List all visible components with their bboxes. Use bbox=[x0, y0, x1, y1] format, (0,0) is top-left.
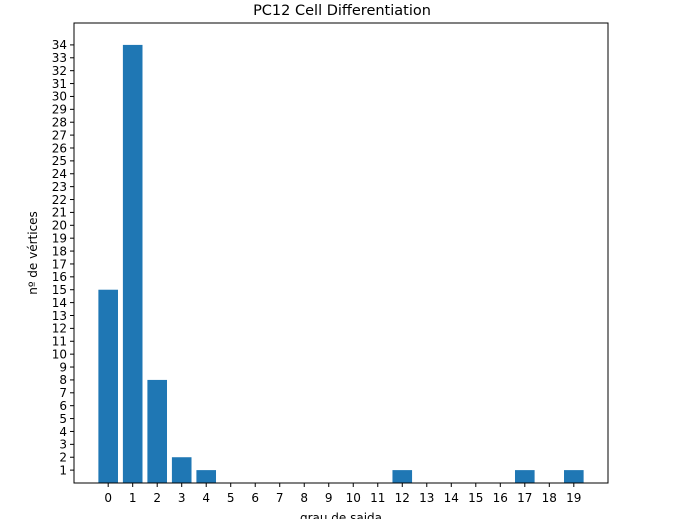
y-tick-label: 12 bbox=[52, 322, 67, 336]
y-tick-label: 5 bbox=[59, 412, 67, 426]
y-tick-label: 24 bbox=[52, 167, 67, 181]
y-tick-label: 30 bbox=[52, 90, 67, 104]
y-tick-label: 7 bbox=[59, 386, 67, 400]
x-tick-label: 0 bbox=[104, 491, 112, 505]
y-tick-label: 23 bbox=[52, 180, 67, 194]
y-tick-label: 9 bbox=[59, 360, 67, 374]
y-axis-ticks: 1234567891011121314151617181920212223242… bbox=[52, 38, 74, 477]
bar-3 bbox=[171, 457, 192, 483]
y-tick-label: 4 bbox=[59, 425, 67, 439]
bar-4 bbox=[196, 470, 217, 483]
x-tick-label: 8 bbox=[300, 491, 308, 505]
y-axis-title: nº de vértices bbox=[26, 211, 40, 295]
x-tick-label: 3 bbox=[178, 491, 186, 505]
bar-19 bbox=[564, 470, 584, 483]
x-tick-label: 5 bbox=[227, 491, 235, 505]
bar-1 bbox=[122, 44, 143, 484]
bar-0 bbox=[98, 289, 118, 483]
chart-title: PC12 Cell Differentiation bbox=[253, 3, 431, 19]
x-tick-label: 18 bbox=[542, 491, 557, 505]
y-tick-label: 25 bbox=[52, 154, 67, 168]
x-tick-label: 2 bbox=[153, 491, 161, 505]
x-tick-label: 10 bbox=[346, 491, 361, 505]
x-tick-label: 17 bbox=[517, 491, 532, 505]
y-tick-label: 33 bbox=[52, 51, 67, 65]
y-tick-label: 8 bbox=[59, 373, 67, 387]
y-tick-label: 27 bbox=[52, 128, 67, 142]
y-tick-label: 31 bbox=[52, 77, 67, 91]
bar-17 bbox=[514, 470, 535, 483]
x-tick-label: 9 bbox=[325, 491, 333, 505]
y-tick-label: 14 bbox=[52, 296, 67, 310]
x-tick-label: 19 bbox=[566, 491, 581, 505]
x-tick-label: 13 bbox=[419, 491, 434, 505]
y-tick-label: 22 bbox=[52, 193, 67, 207]
x-tick-label: 11 bbox=[370, 491, 385, 505]
bar-12 bbox=[392, 470, 413, 483]
y-tick-label: 19 bbox=[52, 231, 67, 245]
y-tick-label: 29 bbox=[52, 103, 67, 117]
y-tick-label: 1 bbox=[59, 463, 67, 477]
y-tick-label: 34 bbox=[52, 38, 67, 52]
y-tick-label: 6 bbox=[59, 399, 67, 413]
x-tick-label: 4 bbox=[202, 491, 210, 505]
x-tick-label: 1 bbox=[129, 491, 137, 505]
y-tick-label: 15 bbox=[52, 283, 67, 297]
y-tick-label: 2 bbox=[59, 451, 67, 465]
y-tick-label: 26 bbox=[52, 141, 67, 155]
y-tick-label: 32 bbox=[52, 64, 67, 78]
x-axis-title: grau de saida bbox=[300, 511, 382, 519]
y-tick-label: 20 bbox=[52, 219, 67, 233]
x-tick-label: 7 bbox=[276, 491, 284, 505]
plot-frame bbox=[73, 22, 609, 484]
x-axis-ticks: 0 1 2 3 4 5 6 7 8 9 10 11 12 13 14 15 16 17 18 19 bbox=[104, 483, 581, 505]
x-tick-label: 15 bbox=[468, 491, 483, 505]
x-tick-label: 16 bbox=[493, 491, 508, 505]
bars-group bbox=[98, 44, 584, 484]
y-tick-label: 3 bbox=[59, 438, 67, 452]
y-tick-label: 16 bbox=[52, 270, 67, 284]
x-tick-label: 6 bbox=[251, 491, 259, 505]
y-tick-label: 21 bbox=[52, 206, 67, 220]
y-tick-label: 10 bbox=[52, 347, 67, 361]
y-tick-label: 28 bbox=[52, 116, 67, 130]
y-tick-label: 13 bbox=[52, 309, 67, 323]
x-tick-label: 12 bbox=[395, 491, 410, 505]
y-tick-label: 11 bbox=[52, 335, 67, 349]
y-tick-label: 17 bbox=[52, 257, 67, 271]
x-tick-label: 14 bbox=[444, 491, 459, 505]
bar-2 bbox=[147, 379, 168, 483]
y-tick-label: 18 bbox=[52, 244, 67, 258]
